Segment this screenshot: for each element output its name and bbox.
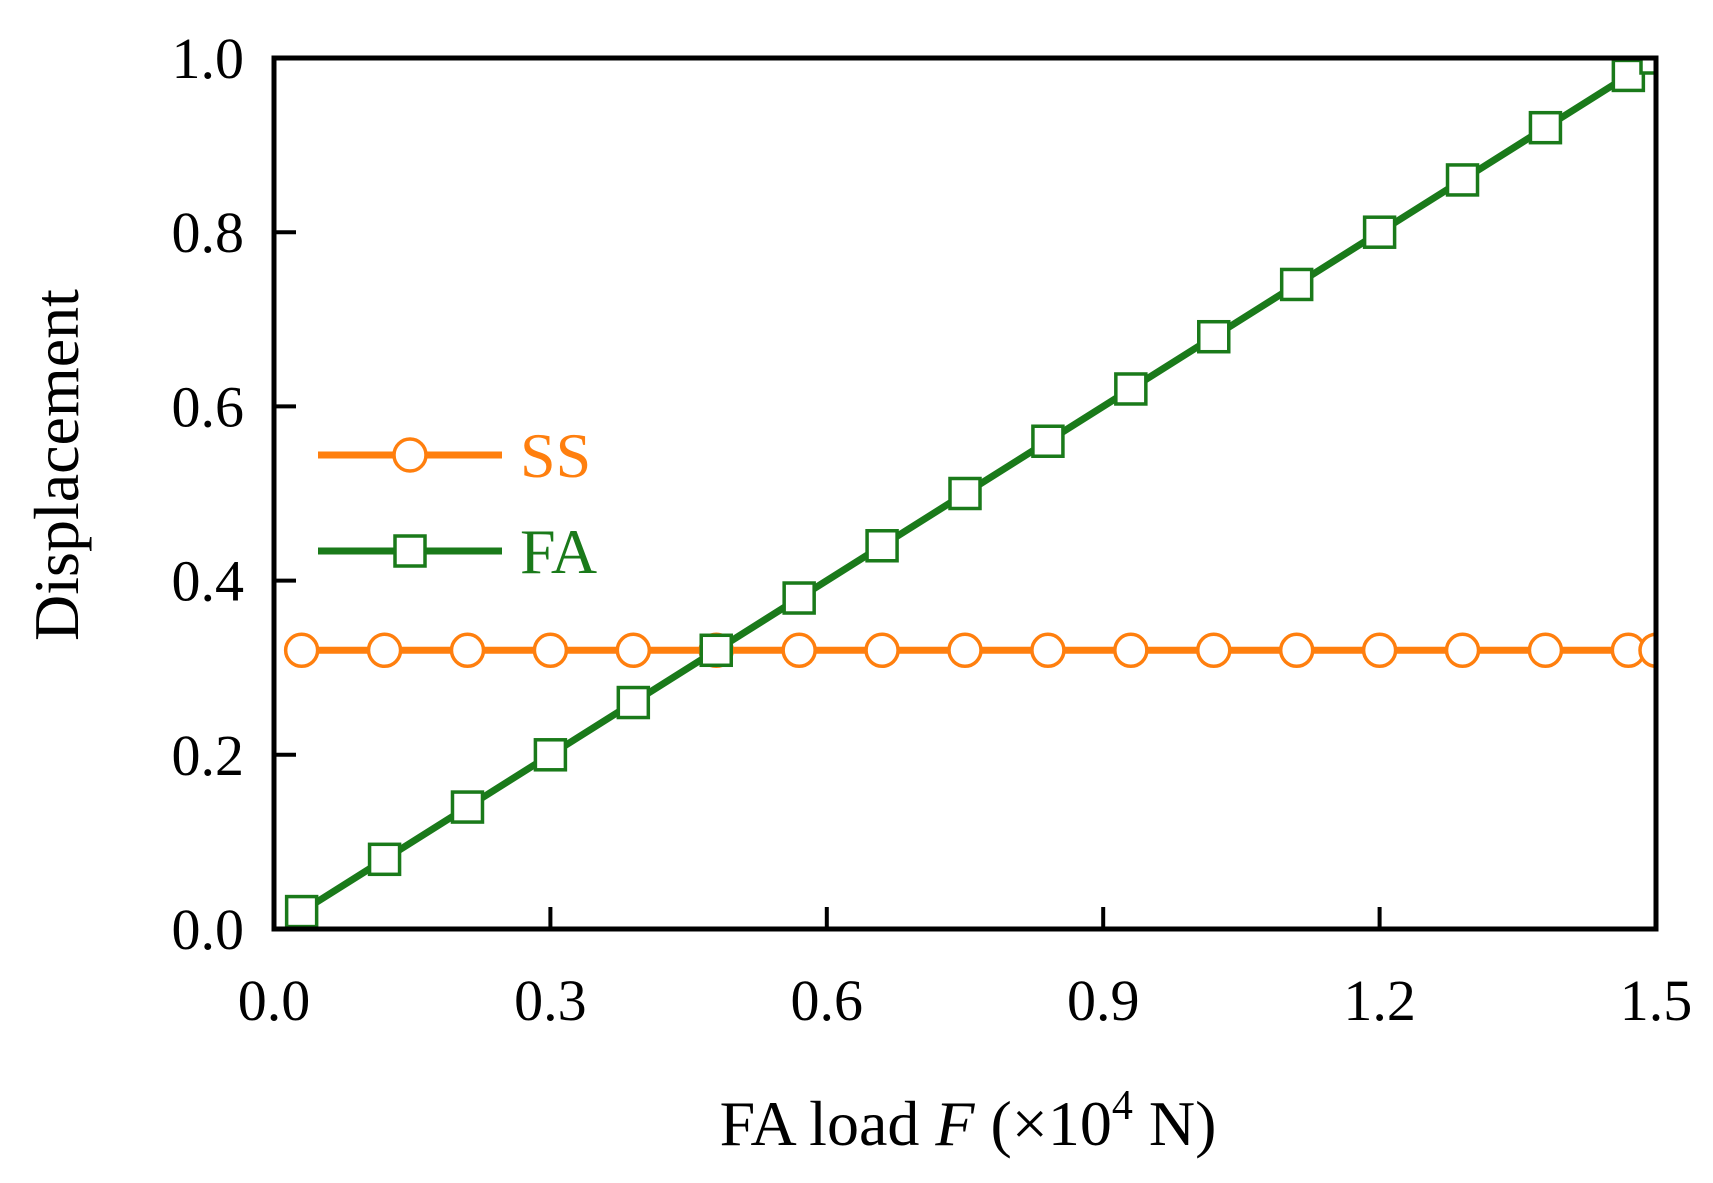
data-point-fa [1639,58,1656,75]
data-point-ss [1444,632,1481,669]
data-point-fa [1031,424,1065,458]
data-point-ss [1361,632,1398,669]
x-tick-label: 0.6 [791,968,864,1033]
data-point-fa [1279,267,1314,302]
data-point-fa [865,529,899,563]
data-point-ss [283,632,320,669]
y-tick-label: 0.0 [172,897,245,962]
x-tick-label: 1.5 [1620,968,1693,1033]
data-point-ss [1527,632,1564,669]
y-tick-label: 0.8 [172,200,245,265]
data-point-fa [450,790,485,824]
data-point-fa [1445,163,1480,197]
legend-label-ss: SS [520,420,591,491]
x-axis-title-prefix: FA load [720,1088,936,1159]
x-axis-title-variable: F [934,1088,975,1159]
data-point-fa [1528,110,1563,145]
x-tick-label: 0.3 [514,968,587,1033]
legend-item-ss: SS [318,420,591,491]
x-axis-title-unit-open: (×10 [974,1088,1111,1159]
x-axis-title-exponent: 4 [1112,1083,1133,1129]
y-axis-title: Displacement [21,289,92,641]
legend-label-fa: FA [520,516,597,587]
x-tick-label: 0.0 [238,968,311,1033]
data-point-ss [1030,632,1066,669]
data-point-ss [449,632,486,669]
data-point-fa [367,842,402,877]
data-point-ss [947,632,983,669]
data-point-ss [532,632,569,669]
data-point-fa [1611,58,1646,93]
legend-item-fa: FA [318,516,597,587]
y-tick-label: 0.2 [172,723,245,788]
data-point-ss [1113,632,1149,669]
series-fa [284,58,1656,929]
x-axis-title: FA load F (×104 N) [720,1083,1217,1159]
legend-marker-fa [393,534,427,568]
data-point-ss [1196,632,1232,669]
data-point-fa [699,633,733,668]
axis-ticks: 0.0 0.3 0.6 0.9 1.2 1.5 0.0 0.2 0.4 0.6 0.8 1.0 [172,26,1693,1033]
x-axis-title-unit-close: N) [1133,1088,1217,1159]
data-point-ss [366,632,403,669]
plot-frame [271,55,1659,932]
data-point-ss [615,632,652,669]
data-point-fa [616,685,651,720]
data-point-fa [1362,215,1397,249]
y-tick-label: 0.6 [172,374,245,439]
data-point-ss [1278,632,1315,669]
data-point-fa [533,738,568,772]
data-point-fa [1114,372,1148,406]
legend: SS FA [318,420,597,587]
y-tick-label: 0.4 [172,549,245,614]
data-point-fa [1197,319,1231,354]
legend-marker-ss [392,437,428,473]
data-point-fa [948,476,982,511]
series-ss [283,632,1656,669]
y-tick-label: 1.0 [172,26,245,91]
plot-content [283,58,1656,929]
series-area [283,58,1656,929]
x-tick-label: 0.9 [1067,968,1140,1033]
data-point-ss [864,632,900,669]
data-point-fa [284,894,319,929]
data-point-fa [782,581,816,615]
x-tick-label: 1.2 [1343,968,1416,1033]
data-point-ss [781,632,817,669]
data-point-ss [1638,632,1656,669]
